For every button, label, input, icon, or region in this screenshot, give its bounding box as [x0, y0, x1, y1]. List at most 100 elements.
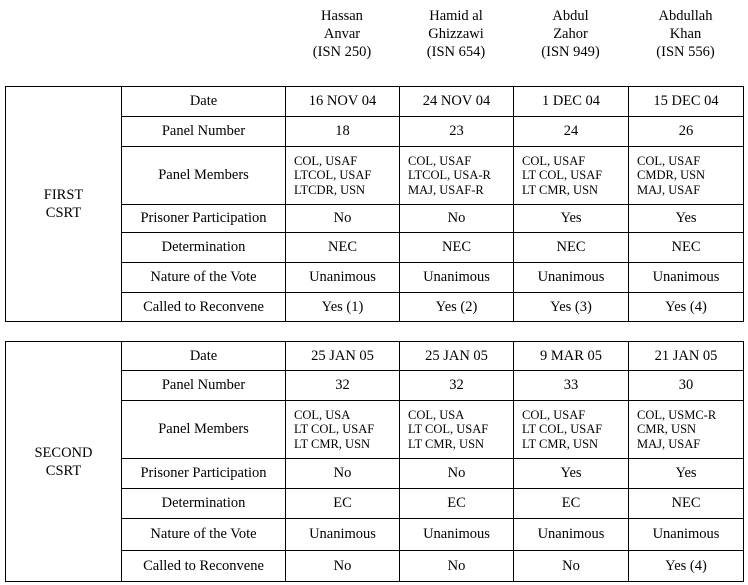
- table-cell: 1 DEC 04: [513, 86, 629, 117]
- table-cell: 21 JAN 05: [628, 341, 744, 371]
- row-label: Panel Members: [121, 146, 286, 205]
- table-cell: Unanimous: [399, 518, 514, 551]
- row-label: Date: [121, 341, 286, 371]
- table-row: Called to Reconvene Yes (1) Yes (2) Yes (3)…: [6, 292, 744, 322]
- table-cell: Yes: [513, 204, 629, 233]
- row-label: Date: [121, 86, 286, 117]
- table-cell: Yes: [628, 204, 744, 233]
- row-label: Nature of the Vote: [121, 262, 286, 293]
- table-cell: COL, USAF LTCOL, USAF LTCDR, USN: [285, 146, 400, 205]
- section-label: FIRST CSRT: [5, 86, 122, 322]
- table-cell: Unanimous: [513, 518, 629, 551]
- table-cell: COL, USAF LT COL, USAF LT CMR, USN: [513, 146, 629, 205]
- table-cell: COL, USMC-R CMR, USN MAJ, USAF: [628, 400, 744, 459]
- table-row: Determination NEC NEC NEC NEC: [6, 232, 744, 263]
- table-cell: No: [399, 550, 514, 582]
- detainee-header-line: (ISN 949): [541, 44, 600, 60]
- row-label: Prisoner Participation: [121, 204, 286, 233]
- table-cell: 24 NOV 04: [399, 86, 514, 117]
- table-cell: 26: [628, 116, 744, 147]
- detainee-header-line: (ISN 556): [656, 44, 715, 60]
- detainee-header-line: (ISN 654): [426, 44, 486, 60]
- table-cell: 24: [513, 116, 629, 147]
- table-cell: No: [399, 458, 514, 489]
- table-row: Called to Reconvene No No No Yes (4): [6, 550, 744, 582]
- table-cell: Yes (3): [513, 292, 629, 322]
- detainee-header-line: Khan: [669, 26, 702, 42]
- table-cell: Yes: [628, 458, 744, 489]
- table-cell: No: [285, 458, 400, 489]
- row-label: Nature of the Vote: [121, 518, 286, 551]
- detainee-header-line: Zahor: [553, 26, 588, 42]
- detainee-header: Hassan Anvar (ISN 250): [285, 7, 399, 61]
- table-cell: Yes: [513, 458, 629, 489]
- table-cell: Unanimous: [628, 518, 744, 551]
- table-cell: NEC: [628, 488, 744, 519]
- table-cell: Unanimous: [285, 518, 400, 551]
- table-cell: Unanimous: [628, 262, 744, 293]
- row-label: Determination: [121, 488, 286, 519]
- detainee-header: Hamid al Ghizzawi (ISN 654): [399, 7, 513, 61]
- table-cell: COL, USAF LTCOL, USA-R MAJ, USAF-R: [399, 146, 514, 205]
- table-cell: 32: [399, 370, 514, 401]
- table-cell: 18: [285, 116, 400, 147]
- row-label: Prisoner Participation: [121, 458, 286, 489]
- section-label: SECOND CSRT: [5, 341, 122, 582]
- table-cell: COL, USA LT COL, USAF LT CMR, USN: [399, 400, 514, 459]
- row-label: Determination: [121, 232, 286, 263]
- table-cell: 23: [399, 116, 514, 147]
- row-label: Called to Reconvene: [121, 550, 286, 582]
- csrt-table: SECOND CSRT Date 25 JAN 05 25 JAN 05 9 MAR 05…: [5, 341, 744, 582]
- table-row: SECOND CSRT Date 25 JAN 05 25 JAN 05 9 MAR 05…: [5, 341, 744, 582]
- table-cell: 15 DEC 04: [628, 86, 744, 117]
- table-cell: COL, USAF CMDR, USN MAJ, USAF: [628, 146, 744, 205]
- table-cell: Unanimous: [399, 262, 514, 293]
- row-label: Panel Number: [121, 370, 286, 401]
- table-cell: EC: [285, 488, 400, 519]
- detainee-header-line: Abdullah: [658, 8, 713, 24]
- detainee-header-line: Hassan: [321, 8, 363, 24]
- table-row: Nature of the Vote Unanimous Unanimous Unan…: [6, 518, 744, 551]
- table-cell: Yes (2): [399, 292, 514, 322]
- table-cell: EC: [399, 488, 514, 519]
- table-cell: 30: [628, 370, 744, 401]
- table-row: Panel Members COL, USAF LTCOL, USAF LTCDR, …: [6, 146, 744, 205]
- table-cell: Yes (1): [285, 292, 400, 322]
- table-cell: NEC: [628, 232, 744, 263]
- table-cell: No: [513, 550, 629, 582]
- table-cell: Yes (4): [628, 550, 744, 582]
- table-cell: 16 NOV 04: [285, 86, 400, 117]
- table-cell: NEC: [399, 232, 514, 263]
- table-cell: EC: [513, 488, 629, 519]
- row-label: Called to Reconvene: [121, 292, 286, 322]
- table-cell: 25 JAN 05: [399, 341, 514, 371]
- table-cell: 25 JAN 05: [285, 341, 400, 371]
- table-cell: Unanimous: [285, 262, 400, 293]
- detainee-header: Abdul Zahor (ISN 949): [513, 7, 628, 61]
- row-label: Panel Number: [121, 116, 286, 147]
- table-cell: 33: [513, 370, 629, 401]
- detainee-header-line: Abdul: [552, 8, 589, 24]
- detainee-header-line: Anvar: [323, 26, 361, 42]
- table-cell: No: [285, 550, 400, 582]
- table-cell: 32: [285, 370, 400, 401]
- table-row: Nature of the Vote Unanimous Unanimous Unan…: [6, 262, 744, 293]
- detainee-header-line: Ghizzawi: [428, 26, 484, 42]
- table-cell: COL, USA LT COL, USAF LT CMR, USN: [285, 400, 400, 459]
- table-row: Panel Number 32 32 33 30: [6, 370, 744, 401]
- table-row: Panel Members COL, USA LT COL, USAF LT CMR,…: [6, 400, 744, 459]
- csrt-table: FIRST CSRT Date 16 NOV 04 24 NOV 04 1 DEC 04 1…: [5, 86, 744, 322]
- detainee-header-line: Hamid al: [429, 8, 483, 24]
- table-cell: No: [399, 204, 514, 233]
- table-row: FIRST CSRT Date 16 NOV 04 24 NOV 04 1 DEC 04 1…: [5, 86, 744, 322]
- table-cell: Yes (4): [628, 292, 744, 322]
- detainee-header-line: (ISN 250): [312, 44, 372, 60]
- table-cell: Unanimous: [513, 262, 629, 293]
- table-row: Panel Number 18 23 24 26: [6, 116, 744, 147]
- table-cell: COL, USAF LT COL, USAF LT CMR, USN: [513, 400, 629, 459]
- detainee-header: Abdullah Khan (ISN 556): [628, 7, 743, 61]
- table-cell: NEC: [513, 232, 629, 263]
- table-cell: No: [285, 204, 400, 233]
- row-label: Panel Members: [121, 400, 286, 459]
- table-cell: NEC: [285, 232, 400, 263]
